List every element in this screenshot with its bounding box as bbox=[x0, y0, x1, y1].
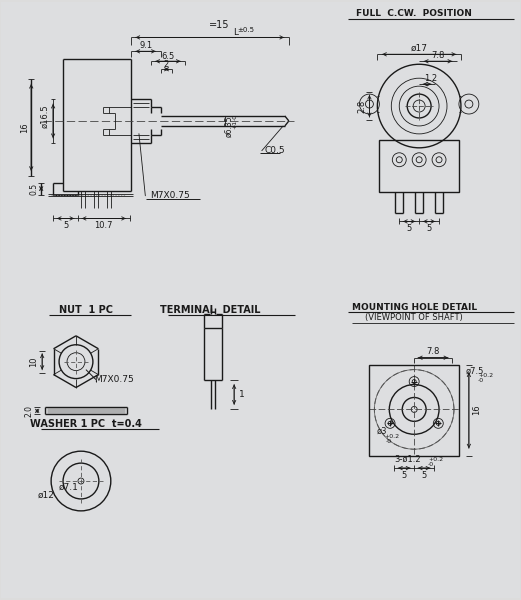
Text: 5: 5 bbox=[406, 224, 412, 233]
Text: +0.2: +0.2 bbox=[384, 434, 400, 439]
Text: 16: 16 bbox=[20, 122, 29, 133]
Text: L: L bbox=[233, 28, 238, 37]
Text: +0.2: +0.2 bbox=[478, 373, 493, 378]
Text: 16: 16 bbox=[473, 404, 481, 415]
Text: 5: 5 bbox=[427, 224, 432, 233]
Text: ø17: ø17 bbox=[411, 44, 428, 53]
Text: ø7.1: ø7.1 bbox=[59, 482, 79, 491]
Text: =15: =15 bbox=[209, 20, 230, 31]
Text: ø6.35: ø6.35 bbox=[225, 115, 233, 137]
Bar bbox=[379, 140, 459, 191]
Text: M7X0.75: M7X0.75 bbox=[151, 191, 190, 200]
Bar bbox=[369, 365, 459, 456]
Text: ±0.5: ±0.5 bbox=[237, 28, 254, 34]
Text: NUT  1 PC: NUT 1 PC bbox=[59, 305, 113, 315]
Text: -0: -0 bbox=[386, 439, 391, 444]
Text: M7X0.75: M7X0.75 bbox=[94, 375, 134, 384]
Text: 0.5: 0.5 bbox=[30, 182, 39, 194]
Text: 2: 2 bbox=[164, 60, 169, 69]
Text: 10.7: 10.7 bbox=[95, 221, 113, 230]
Text: ø12: ø12 bbox=[37, 490, 54, 499]
Text: 5: 5 bbox=[402, 470, 407, 479]
Text: 7.8: 7.8 bbox=[431, 51, 445, 60]
Text: TERMINAL  DETAIL: TERMINAL DETAIL bbox=[160, 305, 260, 315]
Text: 5: 5 bbox=[63, 221, 68, 230]
Text: 6.5: 6.5 bbox=[162, 52, 175, 61]
Text: 3-ø1.2: 3-ø1.2 bbox=[394, 455, 421, 464]
Text: 5: 5 bbox=[421, 470, 427, 479]
Text: -0: -0 bbox=[233, 114, 238, 120]
Text: C0.5: C0.5 bbox=[265, 146, 285, 155]
Text: -0: -0 bbox=[478, 378, 484, 383]
Text: ø7.5: ø7.5 bbox=[466, 367, 485, 376]
Text: (VIEWPOINT OF SHAFT): (VIEWPOINT OF SHAFT) bbox=[365, 313, 463, 322]
Text: 9.1: 9.1 bbox=[139, 41, 152, 50]
Text: 7.8: 7.8 bbox=[426, 347, 440, 356]
Text: 2.0: 2.0 bbox=[24, 405, 34, 417]
Text: WASHER 1 PC  t=0.4: WASHER 1 PC t=0.4 bbox=[30, 419, 142, 430]
Text: 10: 10 bbox=[29, 356, 38, 367]
Text: 1.2: 1.2 bbox=[425, 74, 438, 83]
Text: 1: 1 bbox=[239, 390, 245, 399]
Text: ø16.5: ø16.5 bbox=[41, 104, 49, 128]
Text: ø3: ø3 bbox=[376, 427, 387, 436]
Text: +0.2: +0.2 bbox=[428, 457, 443, 461]
Text: -0: -0 bbox=[428, 461, 434, 467]
Text: +1: +1 bbox=[233, 119, 238, 128]
Text: MOUNTING HOLE DETAIL: MOUNTING HOLE DETAIL bbox=[352, 304, 477, 313]
Text: 2.8: 2.8 bbox=[357, 100, 366, 113]
Text: FULL  C.CW.  POSITION: FULL C.CW. POSITION bbox=[356, 9, 472, 18]
